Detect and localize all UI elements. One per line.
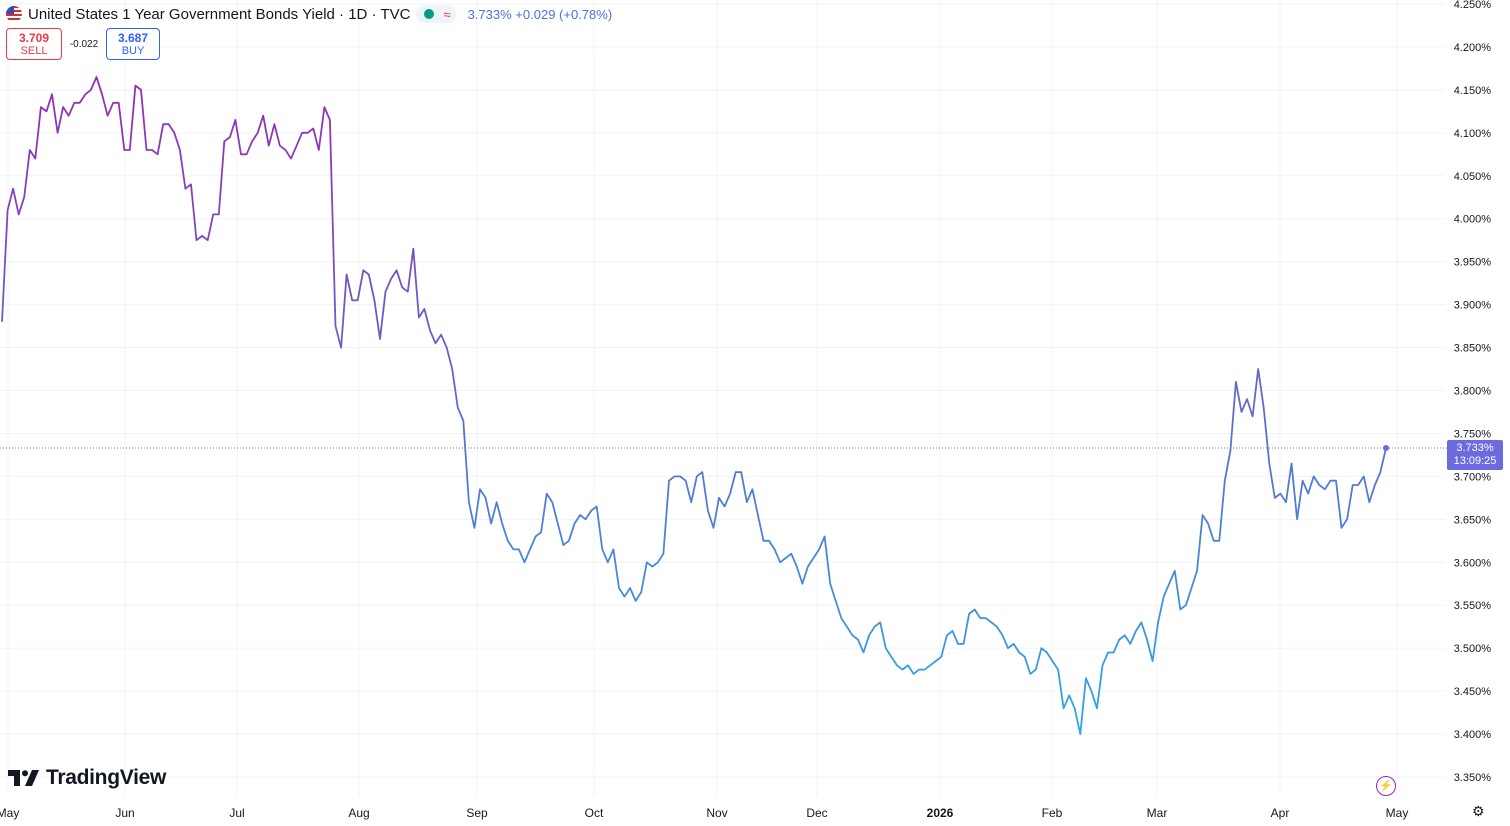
approx-symbol: ≈ [443, 6, 451, 22]
y-tick-label: 3.600% [1454, 557, 1492, 569]
x-tick-label: May [0, 806, 19, 820]
y-tick-label: 3.650% [1454, 514, 1492, 526]
gear-icon[interactable]: ⚙ [1472, 803, 1485, 819]
spread-value: -0.022 [69, 39, 99, 50]
buy-price: 3.687 [117, 31, 149, 45]
x-tick-label: 2026 [927, 806, 954, 820]
x-tick-label: Mar [1147, 806, 1168, 820]
yield-series-line[interactable] [1, 76, 1387, 735]
x-tick-label: Jul [229, 806, 244, 820]
x-tick-label: Feb [1042, 806, 1063, 820]
y-tick-label: 4.250% [1454, 0, 1492, 11]
lightning-icon[interactable]: ⚡ [1376, 776, 1396, 796]
x-tick-label: Nov [706, 806, 727, 820]
tradingview-logo-icon [8, 770, 39, 786]
y-tick-label: 3.450% [1454, 686, 1492, 698]
y-tick-label: 4.000% [1454, 214, 1492, 226]
y-tick-label: 3.400% [1454, 729, 1492, 741]
y-tick-label: 4.100% [1454, 128, 1492, 140]
buy-label: BUY [121, 45, 145, 57]
y-tick-label: 3.350% [1454, 772, 1492, 784]
y-tick-label: 3.800% [1454, 386, 1492, 398]
market-status-pill[interactable]: ≈ [416, 5, 456, 23]
y-tick-label: 4.200% [1454, 42, 1492, 54]
y-tick-label: 3.950% [1454, 257, 1492, 269]
tradingview-logo-text: TradingView [46, 766, 167, 789]
tradingview-logo[interactable]: TradingView [8, 766, 166, 790]
x-tick-label: Sep [466, 806, 488, 820]
x-tick-label: Apr [1271, 806, 1290, 820]
chart-header: United States 1 Year Government Bonds Yi… [6, 4, 612, 24]
x-tick-label: Jun [115, 806, 134, 820]
y-tick-label: 3.900% [1454, 300, 1492, 312]
y-tick-label: 3.550% [1454, 600, 1492, 612]
x-tick-label: Dec [806, 806, 827, 820]
x-tick-label: Oct [585, 806, 604, 820]
market-open-dot-icon [421, 6, 438, 22]
symbol-title[interactable]: United States 1 Year Government Bonds Yi… [28, 5, 411, 23]
us-flag-icon [6, 6, 22, 22]
x-tick-label: Aug [348, 806, 369, 820]
sell-label: SELL [20, 45, 48, 57]
y-tick-label: 4.150% [1454, 85, 1492, 97]
last-price: 3.733% [467, 6, 512, 22]
sell-button[interactable]: 3.709 SELL [6, 28, 62, 60]
sell-price: 3.709 [18, 31, 50, 45]
last-price-dot [1383, 445, 1389, 452]
x-tick-label: May [1386, 806, 1409, 820]
y-tick-label: 3.500% [1454, 643, 1492, 655]
price-change: +0.029 (+0.78%) [515, 6, 613, 22]
y-tick-label: 3.750% [1454, 428, 1492, 440]
current-price-value: 3.733% [1456, 442, 1494, 454]
y-tick-label: 4.050% [1454, 171, 1492, 183]
header-values: 3.733% +0.029 (+0.78%) [468, 7, 613, 22]
y-tick-label: 3.700% [1454, 471, 1492, 483]
buy-button[interactable]: 3.687 BUY [106, 28, 160, 60]
bar-countdown: 13:09:25 [1453, 455, 1497, 467]
y-tick-label: 3.850% [1454, 343, 1492, 355]
current-price-tag: 3.733% 13:09:25 [1447, 440, 1503, 470]
